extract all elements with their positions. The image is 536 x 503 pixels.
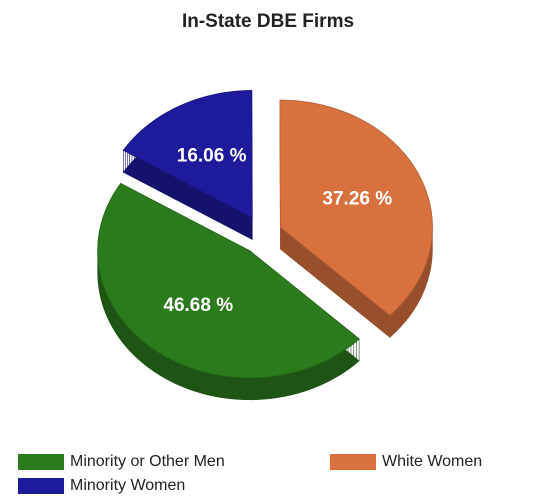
legend-swatch (18, 478, 64, 494)
pie-tops (97, 90, 433, 379)
legend-swatch (330, 454, 376, 470)
legend-label: White Women (382, 453, 482, 470)
data-label: 37.26 % (322, 189, 392, 210)
legend-label: Minority Women (70, 477, 185, 494)
slice (122, 90, 253, 219)
data-label: 46.68 % (163, 295, 233, 316)
legend-swatch (18, 454, 64, 470)
chart-title: In-State DBE Firms (182, 11, 354, 32)
slice (97, 182, 360, 379)
legend-label: Minority or Other Men (70, 453, 225, 470)
data-label: 16.06 % (177, 146, 247, 167)
slice (279, 99, 433, 316)
